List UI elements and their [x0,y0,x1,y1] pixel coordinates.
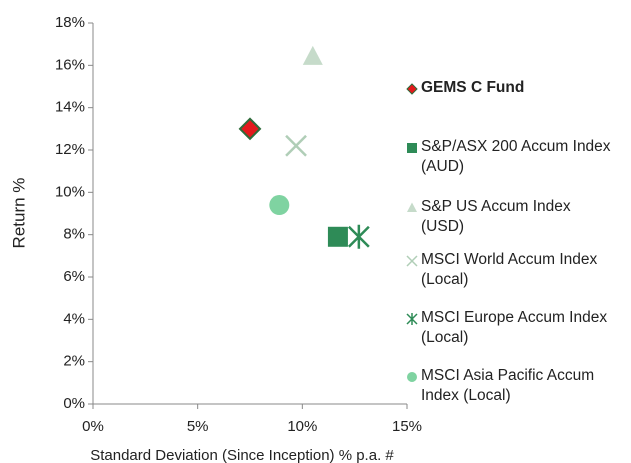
marker [327,226,348,247]
x-tick-label: 15% [392,418,422,435]
triangle [407,202,417,212]
legend-label: MSCI World Accum Index (Local) [421,251,598,288]
marker [347,224,370,249]
marker [406,255,418,267]
x-tick-label: 0% [82,418,104,435]
legend-entry: MSCI Asia Pacific Accum Index (Local) [406,366,628,406]
legend-label: S&P US Accum Index (USD) [421,198,571,235]
legend-label: MSCI Europe Accum Index (Local) [421,309,608,346]
legend-marker [406,255,418,267]
triangle [302,45,323,65]
marker [302,45,323,65]
square [327,226,348,247]
marker [406,313,418,325]
legend-entry: S&P US Accum Index (USD) [406,197,628,237]
x-tick-label: 5% [187,418,209,435]
y-tick-label: 16% [55,56,85,73]
marker [269,195,290,216]
x-shape [347,224,370,249]
marker [407,143,417,153]
circle [407,372,417,382]
y-tick-label: 14% [55,99,85,116]
legend-marker [406,313,418,325]
square [407,143,417,153]
x-axis-title: Standard Deviation (Since Inception) % p… [90,447,394,463]
legend-entry: MSCI World Accum Index (Local) [406,250,628,290]
diamond [406,83,418,95]
y-tick-label: 6% [63,268,85,285]
diamond [238,117,262,141]
marker [407,372,417,382]
legend-label: S&P/ASX 200 Accum Index (AUD) [421,138,611,175]
y-tick-label: 12% [55,141,85,158]
legend-entry: S&P/ASX 200 Accum Index (AUD) [406,137,628,177]
marker [285,134,307,157]
marker [406,83,418,95]
circle [269,195,290,216]
legend-entry: GEMS C Fund [406,78,628,98]
y-axis-title: Return % [9,178,28,249]
legend-label: MSCI Asia Pacific Accum Index (Local) [421,367,595,404]
marker [238,117,262,141]
x-shape [406,313,418,325]
legend-marker [407,372,417,382]
legend-marker [407,202,417,212]
y-tick-label: 4% [63,310,85,327]
y-tick-label: 10% [55,183,85,200]
x-tick-label: 10% [287,418,317,435]
marker [407,202,417,212]
y-tick-label: 8% [63,226,85,243]
y-tick-label: 0% [63,395,85,412]
y-tick-label: 2% [63,353,85,370]
x-shape [285,134,307,157]
x-shape [406,255,418,267]
legend-label: GEMS C Fund [421,79,525,96]
y-tick-label: 18% [55,14,85,31]
legend-marker [406,83,418,95]
legend-entry: MSCI Europe Accum Index (Local) [406,308,628,348]
legend-marker [407,143,417,153]
